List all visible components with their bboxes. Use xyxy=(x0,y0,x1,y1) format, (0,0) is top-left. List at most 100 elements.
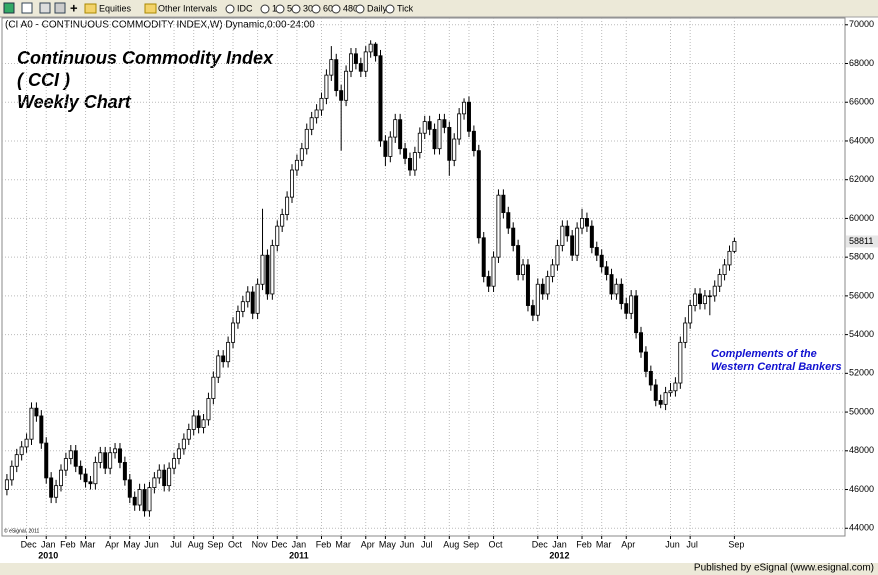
y-tick-label: 54000 xyxy=(849,329,874,339)
candle-body xyxy=(142,489,147,512)
x-tick-label: Sep xyxy=(207,539,223,549)
x-tick-label: Jun xyxy=(665,539,680,549)
x-tick-label: Jul xyxy=(170,539,182,549)
candle-body xyxy=(98,452,103,463)
toolbar-icons: + xyxy=(3,0,157,15)
candle-body xyxy=(275,225,280,246)
toolbar-item[interactable]: Tick xyxy=(397,3,414,13)
toolbar-item[interactable]: 1 xyxy=(272,3,277,13)
candle-body xyxy=(24,438,29,448)
toolbar-icon xyxy=(355,4,365,14)
candle-body xyxy=(78,465,83,475)
candle-body xyxy=(58,469,63,487)
toolbar-item[interactable]: Other Intervals xyxy=(158,3,218,13)
candle-body xyxy=(447,127,452,161)
toolbar-item[interactable]: Equities xyxy=(99,3,132,13)
year-label: 2011 xyxy=(289,550,309,560)
candle-body xyxy=(117,448,122,463)
candle-body xyxy=(324,74,329,99)
candle-body xyxy=(525,264,530,306)
candle-body xyxy=(285,196,290,215)
candle-body xyxy=(68,450,73,459)
plot-area xyxy=(1,17,846,537)
candle-body xyxy=(191,415,196,430)
icon xyxy=(3,2,15,14)
candle-body xyxy=(358,63,363,72)
candle-body xyxy=(481,237,486,277)
candle-body xyxy=(122,462,127,481)
candle-body xyxy=(604,266,609,275)
candle-body xyxy=(348,53,353,72)
candle-body xyxy=(530,305,535,316)
toolbar-icon xyxy=(225,4,235,14)
x-tick-label: Apr xyxy=(361,539,375,549)
x-tick-label: Mar xyxy=(335,539,351,549)
candle-body xyxy=(521,264,526,275)
candle-body xyxy=(412,152,417,171)
y-tick-label: 46000 xyxy=(849,484,874,494)
x-tick-label: Apr xyxy=(621,539,635,549)
toolbar-item[interactable]: IDC xyxy=(237,3,253,13)
candle-body xyxy=(683,322,688,343)
candle-body xyxy=(466,101,471,132)
candle-body xyxy=(113,448,118,454)
candle-body xyxy=(673,382,678,392)
candle-body xyxy=(270,245,275,295)
candle-body xyxy=(668,390,673,394)
candle-body xyxy=(540,283,545,295)
candle-body xyxy=(181,438,186,450)
candle-body xyxy=(14,454,19,467)
y-tick-label: 64000 xyxy=(849,135,874,145)
last-value-label: 58811 xyxy=(849,236,873,246)
candle-body xyxy=(299,148,304,161)
candle-body xyxy=(427,121,432,130)
x-tick-label: Jan xyxy=(292,539,307,549)
candle-body xyxy=(634,295,639,334)
candle-body xyxy=(388,136,393,157)
y-tick-label: 60000 xyxy=(849,213,874,223)
candle-body xyxy=(452,138,457,161)
x-tick-label: Mar xyxy=(596,539,612,549)
candle-body xyxy=(186,429,191,440)
candle-body xyxy=(329,59,334,76)
x-tick-label: Feb xyxy=(576,539,592,549)
icon xyxy=(84,3,97,14)
toolbar-item[interactable]: 480 xyxy=(343,3,358,13)
candle-body xyxy=(73,450,78,467)
toolbar-icon xyxy=(275,4,285,14)
x-tick-label: Feb xyxy=(60,539,76,549)
candle-body xyxy=(511,227,516,246)
candle-body xyxy=(712,285,717,297)
candle-body xyxy=(535,283,540,316)
candle-body xyxy=(245,291,250,303)
candle-body xyxy=(231,322,236,343)
x-tick-label: Jul xyxy=(686,539,698,549)
candle-body xyxy=(417,132,422,153)
x-tick-label: Sep xyxy=(728,539,744,549)
toolbar-item[interactable]: 60 xyxy=(323,3,333,13)
toolbar-item[interactable]: 30 xyxy=(303,3,313,13)
candle-body xyxy=(609,274,614,295)
candle-body xyxy=(290,169,295,198)
candle-body xyxy=(339,90,344,101)
candle-body xyxy=(619,283,624,305)
candle-body xyxy=(221,355,226,363)
candle-body xyxy=(594,247,599,256)
toolbar-icon xyxy=(260,4,270,14)
x-tick-label: Dec xyxy=(21,539,38,549)
x-tick-label: Oct xyxy=(489,539,504,549)
candle-body xyxy=(152,477,157,488)
candle-body xyxy=(471,130,476,152)
toolbar-item[interactable]: 5 xyxy=(287,3,292,13)
toolbar-item[interactable]: Daily xyxy=(367,3,388,13)
x-tick-label: May xyxy=(123,539,141,549)
candle-body xyxy=(83,473,88,483)
annotation: Complements of the xyxy=(711,348,817,360)
candle-body xyxy=(697,293,702,305)
candle-body xyxy=(693,293,698,306)
candle-body xyxy=(211,376,216,399)
candle-body xyxy=(127,479,132,498)
candle-body xyxy=(368,43,373,53)
icon xyxy=(54,2,66,14)
candle-body xyxy=(624,303,629,314)
